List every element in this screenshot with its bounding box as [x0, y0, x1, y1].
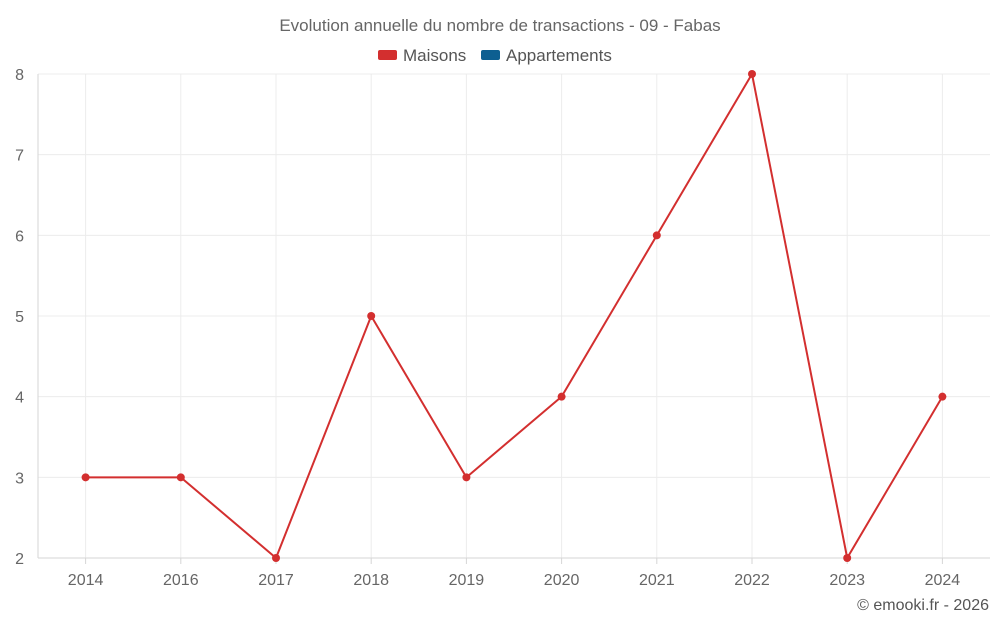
data-point[interactable] — [748, 70, 756, 78]
x-tick-label: 2022 — [734, 572, 770, 589]
y-tick-label: 4 — [15, 390, 24, 407]
x-tick-label: 2016 — [163, 572, 199, 589]
data-point[interactable] — [462, 473, 471, 482]
chart-title: Evolution annuelle du nombre de transact… — [279, 16, 720, 35]
data-point[interactable] — [367, 312, 376, 320]
legend-item-appartements[interactable]: Appartements — [481, 46, 612, 65]
series-line-maisons — [85, 73, 944, 559]
data-point[interactable] — [81, 473, 90, 482]
legend-label-maisons: Maisons — [403, 46, 466, 65]
x-tick-labels: 2014 2016 2017 2018 2019 2020 2021 2022 2023 2024 — [68, 572, 960, 589]
x-tick-label: 2021 — [639, 572, 675, 589]
legend-swatch-maisons — [378, 50, 397, 60]
legend-swatch-appartements — [481, 50, 500, 60]
y-tick-label: 8 — [15, 67, 24, 84]
x-tick-label: 2019 — [449, 572, 485, 589]
x-tick-label: 2017 — [258, 572, 294, 589]
y-tick-labels: 2 3 4 5 6 7 8 — [15, 67, 24, 568]
x-tick-label: 2014 — [68, 572, 104, 589]
y-tick-label: 3 — [15, 470, 24, 487]
data-point[interactable] — [938, 392, 947, 401]
legend-item-maisons[interactable]: Maisons — [378, 46, 466, 65]
y-tick-label: 5 — [15, 309, 24, 326]
data-point[interactable] — [176, 473, 185, 482]
legend: Maisons Appartements — [378, 46, 612, 65]
x-tick-label: 2023 — [829, 572, 865, 589]
legend-label-appartements: Appartements — [506, 46, 612, 65]
x-tick-label: 2024 — [925, 572, 961, 589]
x-tick-label: 2020 — [544, 572, 580, 589]
series-maisons — [81, 70, 947, 562]
y-tick-label: 2 — [15, 551, 24, 568]
data-point[interactable] — [843, 554, 852, 562]
y-tick-label: 6 — [15, 228, 24, 245]
data-point[interactable] — [557, 392, 566, 401]
y-tick-label: 7 — [15, 148, 24, 165]
x-tick-label: 2018 — [353, 572, 389, 589]
gridlines — [38, 73, 990, 558]
data-point[interactable] — [272, 554, 280, 562]
data-point[interactable] — [652, 231, 661, 240]
credit-text: © emooki.fr - 2026 — [857, 597, 989, 614]
